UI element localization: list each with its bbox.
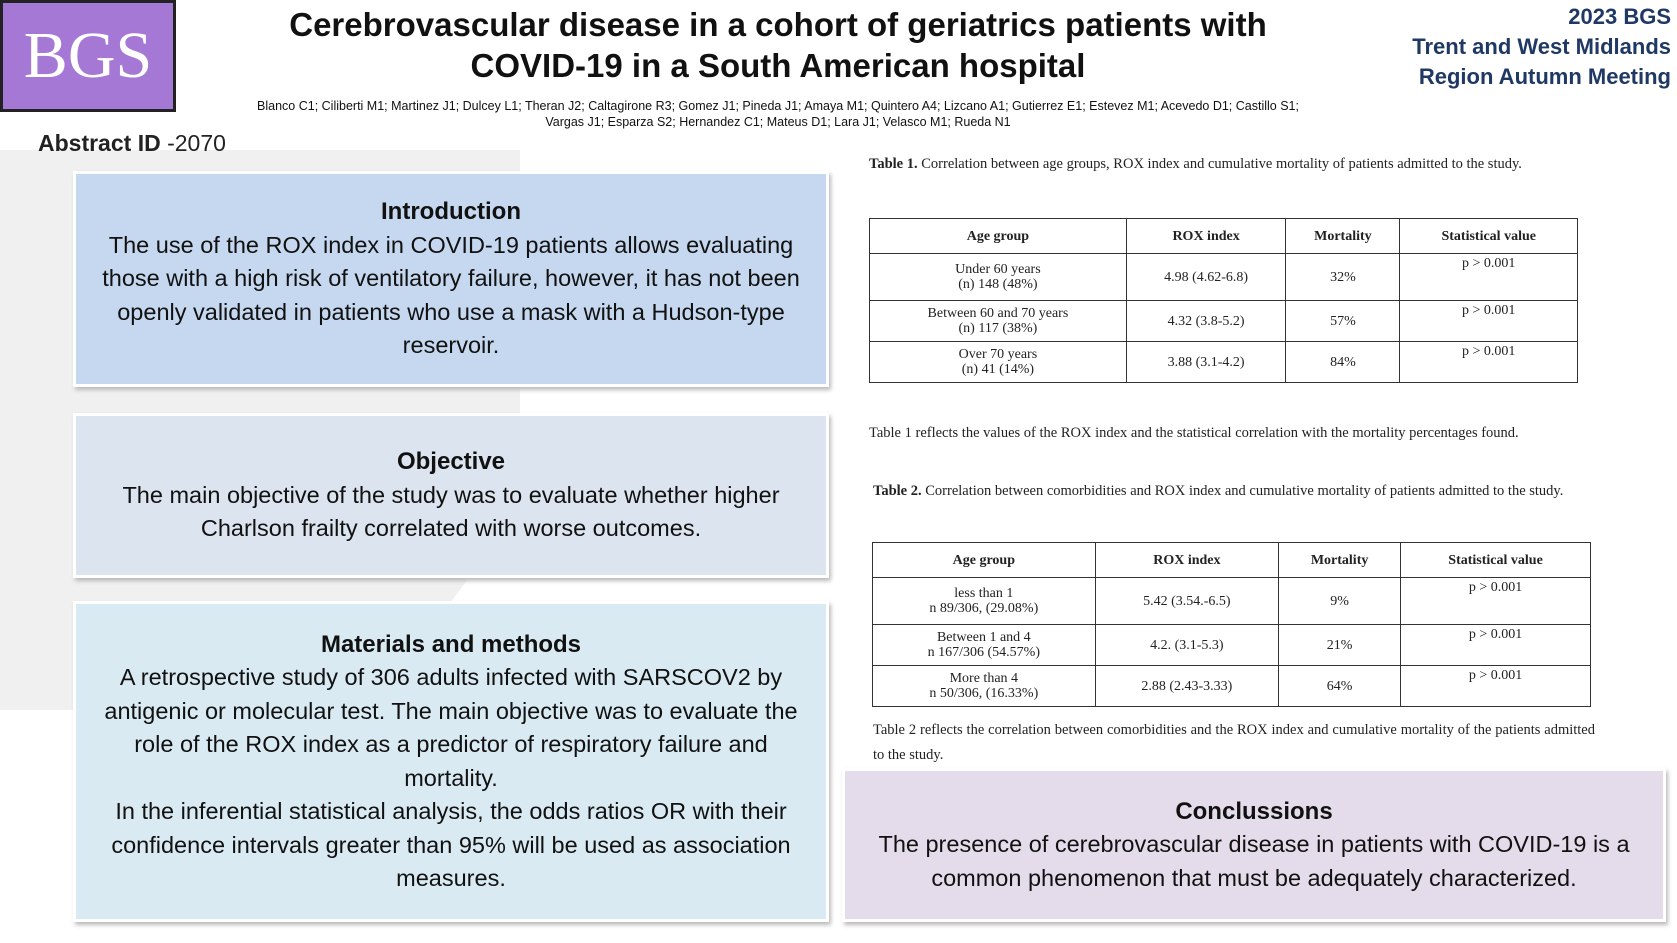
caption: Correlation between age groups, ROX inde… — [921, 156, 1522, 172]
row: Between 1 and 4 n 167/306 (54.57%) 4.2. (… — [872, 624, 1591, 666]
header-row: Age group ROX index Mortality Statistical v… — [872, 542, 1591, 578]
cell: 9% — [1278, 577, 1402, 625]
table1: Age group ROX index Mortality Statistical v… — [869, 218, 1578, 383]
body: The presence of cerebrovascular disease … — [878, 831, 1630, 891]
column-header: ROX index — [1094, 542, 1280, 578]
logo: BGS — [0, 0, 176, 112]
cell: p > 0.001 — [1399, 341, 1578, 383]
column-header: ROX index — [1125, 218, 1287, 254]
column-header: Statistical value — [1400, 542, 1591, 578]
body: In the inferential statistical analysis,… — [111, 798, 791, 891]
heading: Introduction — [381, 198, 521, 226]
caption: Correlation between comorbidities and RO… — [925, 483, 1564, 499]
column-header: Mortality — [1285, 218, 1401, 254]
cell: 21% — [1278, 624, 1402, 666]
conclusions-box: Conclussions The presence of cerebrovasc… — [842, 768, 1666, 922]
body: The use of the ROX index in COVID-19 pat… — [102, 231, 800, 359]
row: Between 60 and 70 years (n) 117 (38%) 4.3… — [869, 300, 1578, 342]
body: A retrospective study of 306 adults infe… — [104, 664, 798, 791]
authors: Blanco C1; Ciliberti M1; Martinez J1; Du… — [257, 99, 1299, 129]
cell: 4.2. (3.1-5.3) — [1094, 624, 1280, 666]
objective-box: Objective The main objective of the stud… — [73, 413, 829, 578]
cell: 4.32 (3.8-5.2) — [1125, 300, 1287, 342]
cell: 84% — [1285, 341, 1401, 383]
meeting: 2023 BGS Trent and West Midlands Region … — [1412, 2, 1671, 92]
column-header: Statistical value — [1399, 218, 1578, 254]
meeting-line: Trent and West Midlands — [1412, 34, 1671, 59]
cell: Between 60 and 70 years (n) 117 (38%) — [869, 300, 1127, 342]
table1-caption: Table 1. Correlation between age groups,… — [869, 152, 1581, 177]
title: Cerebrovascular disease in a cohort of g… — [289, 6, 1267, 84]
abstract-id-label: Abstract ID — [38, 130, 161, 156]
label: Table 2. — [873, 483, 922, 499]
column-header: Age group — [872, 542, 1096, 578]
meeting-line: Region Autumn Meeting — [1418, 64, 1671, 89]
table1-note: Table 1 reflects the values of the ROX i… — [869, 425, 1519, 441]
cell: 2.88 (2.43-3.33) — [1094, 665, 1280, 707]
row: less than 1 n 89/306, (29.08%) 5.42 (3.54… — [872, 577, 1591, 625]
cell: 4.98 (4.62-6.8) — [1125, 253, 1287, 301]
cell: p > 0.001 — [1400, 577, 1591, 625]
cell: Over 70 years (n) 41 (14%) — [869, 341, 1127, 383]
heading: Conclussions — [1175, 797, 1333, 825]
cell: 3.88 (3.1-4.2) — [1125, 341, 1287, 383]
row: Under 60 years (n) 148 (48%) 4.98 (4.62-6… — [869, 253, 1578, 301]
cell: 57% — [1285, 300, 1401, 342]
row: Over 70 years (n) 41 (14%) 3.88 (3.1-4.2)… — [869, 341, 1578, 383]
cell: p > 0.001 — [1400, 624, 1591, 666]
heading: Materials and methods — [320, 630, 582, 658]
body: The main objective of the study was to e… — [122, 481, 780, 542]
abstract-id-value: -2070 — [167, 130, 226, 156]
cell: p > 0.001 — [1399, 253, 1578, 301]
introduction-box: Introduction The use of the ROX index in… — [73, 171, 829, 387]
cell: Under 60 years (n) 148 (48%) — [869, 253, 1127, 301]
cell: More than 4 n 50/306, (16.33%) — [872, 665, 1096, 707]
cell: less than 1 n 89/306, (29.08%) — [872, 577, 1096, 625]
row: More than 4 n 50/306, (16.33%) 2.88 (2.43… — [872, 665, 1591, 707]
methods-box: Materials and methods A retrospective st… — [73, 601, 829, 922]
meeting-line: 2023 BGS — [1568, 4, 1671, 29]
label: Table 1. — [869, 156, 918, 172]
header-row: Age group ROX index Mortality Statistical v… — [869, 218, 1578, 254]
heading: Objective — [396, 448, 506, 476]
table2-caption: Table 2. Correlation between comorbiditi… — [873, 479, 1595, 504]
abstract-id: Abstract ID -2070 — [38, 130, 226, 157]
cell: Between 1 and 4 n 167/306 (54.57%) — [872, 624, 1096, 666]
table2-note: Table 2 reflects the correlation between… — [873, 722, 1595, 763]
cell: 32% — [1285, 253, 1401, 301]
cell: p > 0.001 — [1400, 665, 1591, 707]
cell: p > 0.001 — [1399, 300, 1578, 342]
cell: 64% — [1278, 665, 1402, 707]
table2: Age group ROX index Mortality Statistical v… — [872, 542, 1591, 707]
column-header: Age group — [869, 218, 1127, 254]
cell: 5.42 (3.54.-6.5) — [1094, 577, 1280, 625]
column-header: Mortality — [1278, 542, 1402, 578]
